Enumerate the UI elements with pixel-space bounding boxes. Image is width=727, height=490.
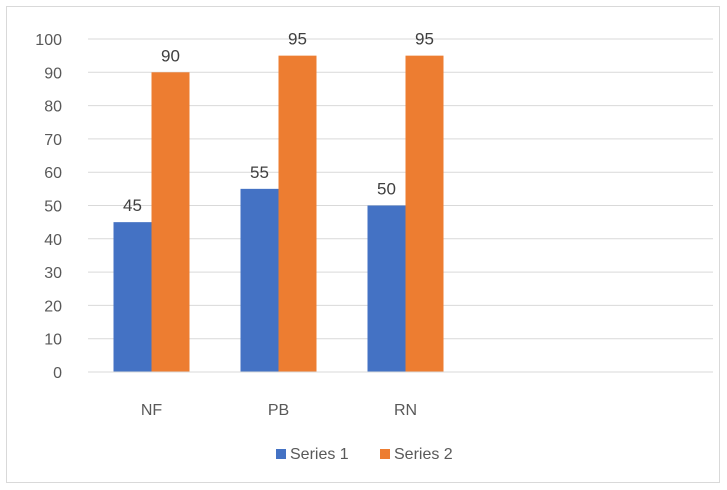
bar-PB-series-2 bbox=[278, 55, 317, 373]
x-tick-label-RN: RN bbox=[394, 402, 417, 419]
data-label-PB-series-1: 55 bbox=[250, 163, 269, 182]
data-label-NF-series-1: 45 bbox=[123, 196, 142, 215]
data-label-RN-series-2: 95 bbox=[415, 30, 434, 49]
data-labels: 45 90 55 95 50 95 bbox=[123, 30, 434, 215]
y-tick-label-80: 80 bbox=[44, 99, 62, 116]
y-tick-label-10: 10 bbox=[44, 332, 62, 349]
bar-RN-series-1 bbox=[367, 205, 406, 372]
y-tick-label-70: 70 bbox=[44, 132, 62, 149]
x-tick-label-PB: PB bbox=[268, 402, 289, 419]
bar-NF-series-1 bbox=[113, 222, 152, 372]
y-tick-label-20: 20 bbox=[44, 298, 62, 315]
data-label-NF-series-2: 90 bbox=[161, 46, 180, 65]
y-tick-label-90: 90 bbox=[44, 65, 62, 82]
y-tick-label-0: 0 bbox=[53, 365, 62, 382]
legend-swatch-series-2 bbox=[380, 449, 390, 459]
y-tick-label-50: 50 bbox=[44, 199, 62, 216]
bar-PB-series-1 bbox=[240, 188, 279, 372]
legend-label-series-1: Series 1 bbox=[290, 446, 349, 463]
bars bbox=[113, 55, 444, 373]
bar-NF-series-2 bbox=[151, 72, 190, 373]
y-axis: 0 10 20 30 40 50 60 70 80 90 100 bbox=[35, 32, 62, 382]
legend-label-series-2: Series 2 bbox=[394, 446, 453, 463]
data-label-PB-series-2: 95 bbox=[288, 30, 307, 49]
legend-swatch-series-1 bbox=[276, 449, 286, 459]
x-tick-label-NF: NF bbox=[141, 402, 163, 419]
y-tick-label-60: 60 bbox=[44, 165, 62, 182]
data-label-RN-series-1: 50 bbox=[377, 180, 396, 199]
y-tick-label-100: 100 bbox=[35, 32, 62, 49]
legend: Series 1 Series 2 bbox=[276, 446, 453, 463]
y-tick-label-40: 40 bbox=[44, 232, 62, 249]
bar-RN-series-2 bbox=[405, 55, 444, 373]
x-axis: NF PB RN bbox=[88, 371, 713, 419]
y-tick-label-30: 30 bbox=[44, 265, 62, 282]
